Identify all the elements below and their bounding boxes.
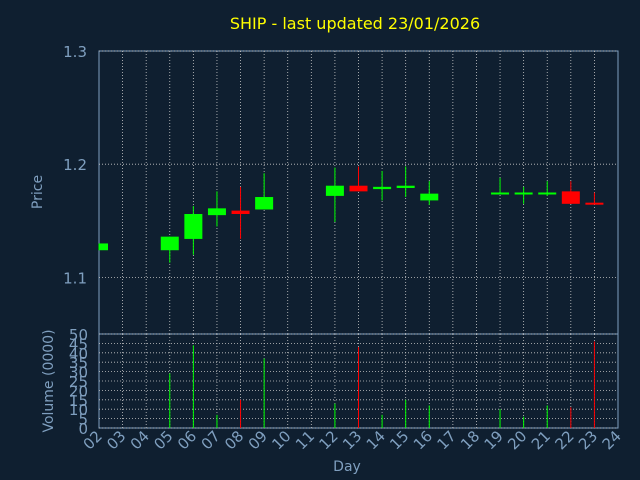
volume-tick-label: 50 bbox=[69, 326, 88, 344]
volume-axis-label: Volume (0000) bbox=[41, 329, 57, 432]
volume-tick-label: 45 bbox=[69, 335, 88, 353]
candle-body bbox=[585, 202, 604, 205]
x-tick-label: 13 bbox=[339, 427, 365, 453]
volume-tick-label: 25 bbox=[69, 373, 88, 391]
volume-tick-label: 10 bbox=[69, 401, 88, 419]
x-tick-label: 16 bbox=[410, 427, 436, 453]
x-tick-label: 03 bbox=[103, 427, 129, 453]
x-tick-label: 23 bbox=[575, 427, 601, 453]
candle-body bbox=[99, 243, 108, 251]
price-tick-label: 1.1 bbox=[63, 269, 87, 287]
volume-tick-label: 35 bbox=[69, 354, 88, 372]
x-axis-ticks: 0203040506070809101112131415161718192021… bbox=[80, 427, 625, 453]
candle-body bbox=[184, 214, 203, 239]
candle-body bbox=[538, 192, 557, 195]
x-axis-label: Day bbox=[333, 459, 361, 475]
volume-tick-label: 0 bbox=[78, 420, 88, 438]
x-tick-label: 08 bbox=[221, 427, 247, 453]
chart-title: SHIP - last updated 23/01/2026 bbox=[230, 14, 480, 33]
x-tick-label: 18 bbox=[457, 427, 483, 453]
candle-body bbox=[373, 186, 392, 190]
x-tick-label: 12 bbox=[316, 427, 342, 453]
price-panel: 1.1 1.2 1.3 bbox=[63, 43, 619, 335]
x-tick-label: 19 bbox=[481, 427, 507, 453]
volume-tick-label: 40 bbox=[69, 345, 88, 363]
x-tick-label: 17 bbox=[433, 427, 459, 453]
x-tick-label: 09 bbox=[245, 427, 271, 453]
candle-body bbox=[255, 197, 274, 210]
x-tick-label: 11 bbox=[292, 427, 318, 453]
candle-body bbox=[231, 210, 250, 215]
volume-tick-label: 30 bbox=[69, 364, 88, 382]
candle-body bbox=[207, 208, 226, 216]
x-tick-label: 20 bbox=[504, 427, 530, 453]
x-tick-label: 10 bbox=[268, 427, 294, 453]
x-tick-label: 05 bbox=[150, 427, 176, 453]
x-tick-label: 22 bbox=[551, 427, 577, 453]
volume-tick-label: 5 bbox=[78, 411, 88, 429]
x-tick-label: 04 bbox=[127, 427, 153, 453]
x-tick-label: 15 bbox=[386, 427, 412, 453]
price-tick-label: 1.3 bbox=[63, 43, 87, 61]
volume-tick-label: 15 bbox=[69, 392, 88, 410]
candle-body bbox=[561, 191, 580, 204]
volume-tick-label: 20 bbox=[69, 382, 88, 400]
candle-body bbox=[396, 185, 415, 188]
price-tick-label: 1.2 bbox=[63, 156, 87, 174]
candle-body bbox=[349, 185, 368, 192]
candle-body bbox=[325, 185, 344, 196]
x-tick-label: 14 bbox=[363, 427, 389, 453]
x-tick-label: 24 bbox=[599, 427, 625, 453]
x-tick-label: 07 bbox=[198, 427, 224, 453]
price-axis-label: Price bbox=[30, 175, 46, 209]
candle-body bbox=[514, 192, 533, 195]
candle-body bbox=[491, 192, 510, 195]
x-tick-label: 06 bbox=[174, 427, 200, 453]
candle-body bbox=[160, 236, 179, 251]
x-tick-label: 21 bbox=[528, 427, 554, 453]
candle-body bbox=[420, 193, 439, 201]
